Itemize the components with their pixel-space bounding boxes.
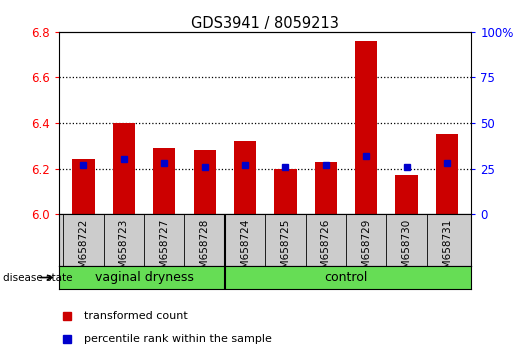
Text: GSM658727: GSM658727: [159, 218, 169, 282]
Text: percentile rank within the sample: percentile rank within the sample: [84, 334, 272, 344]
Bar: [194, 150, 216, 214]
Bar: [396, 176, 418, 214]
Text: GSM658729: GSM658729: [361, 218, 371, 282]
Text: control: control: [324, 271, 368, 284]
Text: GSM658731: GSM658731: [442, 218, 452, 282]
Bar: [72, 160, 95, 214]
Text: GSM658726: GSM658726: [321, 218, 331, 282]
Bar: [436, 135, 458, 214]
Bar: [113, 123, 135, 214]
Text: transformed count: transformed count: [84, 311, 187, 321]
Text: vaginal dryness: vaginal dryness: [95, 271, 194, 284]
Bar: [355, 41, 377, 214]
Text: GSM658728: GSM658728: [200, 218, 210, 282]
Text: GSM658722: GSM658722: [78, 218, 89, 282]
Text: GSM658725: GSM658725: [281, 218, 290, 282]
Text: GSM658724: GSM658724: [240, 218, 250, 282]
Title: GDS3941 / 8059213: GDS3941 / 8059213: [191, 16, 339, 31]
Bar: [315, 162, 337, 214]
Text: GSM658730: GSM658730: [402, 218, 411, 281]
Bar: [234, 141, 256, 214]
Bar: [274, 169, 297, 214]
Text: disease state: disease state: [3, 273, 72, 282]
Bar: [153, 148, 175, 214]
Text: GSM658723: GSM658723: [119, 218, 129, 282]
